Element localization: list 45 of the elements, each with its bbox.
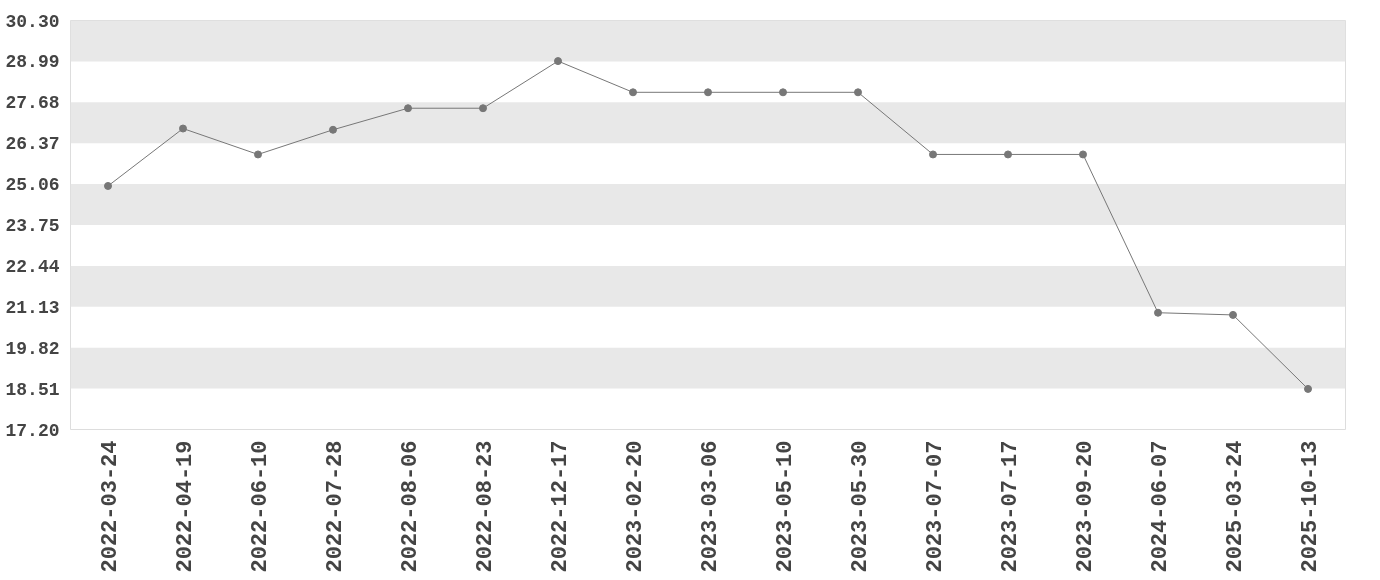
- point: [479, 104, 487, 113]
- point: [1079, 150, 1087, 159]
- y-tick-label: 19.82: [5, 338, 60, 359]
- x-tick-label: 2023-07-17: [997, 440, 1023, 573]
- x-tick-label: 2025-10-13: [1297, 440, 1323, 573]
- x-tick-label: 2022-04-19: [172, 440, 198, 573]
- point: [104, 181, 112, 190]
- point: [1304, 384, 1312, 393]
- point: [179, 124, 187, 133]
- x-tick-label: 2022-08-23: [472, 440, 498, 573]
- x-tick-label: 2023-02-20: [622, 440, 648, 573]
- y-tick-label: 27.68: [5, 93, 60, 114]
- y-tick-label: 23.75: [5, 216, 60, 236]
- y-tick-label: 21.13: [5, 297, 60, 318]
- y-tick-label: 30.30: [5, 11, 60, 32]
- x-tick-label: 2023-05-30: [847, 440, 873, 573]
- point: [329, 125, 337, 134]
- point: [929, 150, 937, 159]
- x-tick-label: 2022-03-24: [97, 440, 123, 573]
- point: [629, 88, 637, 97]
- point: [1154, 308, 1162, 317]
- y-tick-label: 26.37: [5, 134, 60, 155]
- x-tick-label: 2023-05-10: [772, 440, 798, 573]
- x-tick-label: 2022-06-10: [247, 440, 273, 573]
- point: [1004, 150, 1012, 159]
- x-tick-label: 2022-07-28: [322, 440, 348, 573]
- point: [254, 150, 262, 159]
- y-tick-label: 17.20: [5, 420, 60, 441]
- x-tick-label: 2024-06-07: [1147, 440, 1173, 573]
- x-tick-label: 2025-03-24: [1222, 440, 1248, 573]
- point: [404, 104, 412, 113]
- y-tick-label: 28.99: [5, 52, 60, 73]
- x-tick-label: 2022-08-06: [397, 440, 423, 573]
- point: [854, 88, 862, 97]
- y-tick-label: 25.06: [5, 175, 60, 196]
- x-tick-label: 2023-09-20: [1072, 440, 1098, 573]
- y-tick-label: 22.44: [5, 256, 60, 277]
- x-tick-label: 2023-03-06: [697, 440, 723, 573]
- x-tick-label: 2022-12-17: [547, 440, 573, 573]
- point: [554, 57, 562, 66]
- point: [704, 88, 712, 97]
- point: [1229, 310, 1237, 319]
- x-tick-label: 2023-07-07: [922, 440, 948, 573]
- y-tick-label: 18.51: [5, 379, 60, 400]
- point: [779, 88, 787, 97]
